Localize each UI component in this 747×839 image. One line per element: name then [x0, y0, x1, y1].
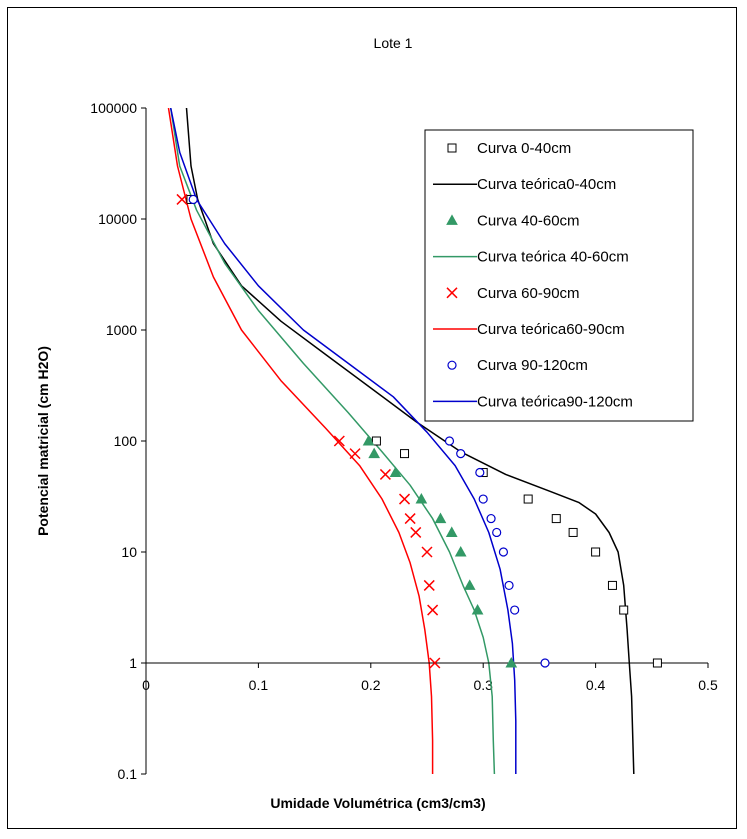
series-points — [176, 193, 662, 669]
data-point — [371, 436, 381, 446]
data-point — [504, 580, 514, 591]
legend-label: Curva teórica60-90cm — [477, 321, 625, 338]
legend: Curva 0-40cm Curva teórica0-40cm Curva 40-… — [424, 129, 694, 422]
data-point — [471, 604, 484, 615]
data-point — [421, 546, 433, 558]
data-point — [510, 605, 520, 615]
data-point — [498, 547, 509, 557]
y-tick-label: 10000 — [98, 211, 137, 227]
data-point — [389, 466, 402, 478]
legend-label: Curva teórica 40-60cm — [477, 249, 629, 266]
data-point — [398, 493, 411, 505]
y-tick-label: 1 — [129, 655, 137, 671]
data-point — [492, 527, 502, 538]
data-point — [188, 194, 198, 205]
data-point — [368, 447, 381, 459]
data-point — [486, 513, 496, 524]
y-tick-label: 100000 — [90, 100, 137, 116]
legend-marker-swatch — [446, 214, 458, 225]
data-point — [652, 658, 662, 668]
data-point — [551, 514, 561, 524]
legend-box — [424, 129, 694, 422]
data-point — [607, 580, 617, 590]
x-tick-label: 0.5 — [698, 677, 718, 693]
legend-marker-swatch — [447, 360, 457, 370]
x-tick-label: 0.2 — [361, 677, 381, 693]
legend-label: Curva 40-60cm — [477, 212, 580, 229]
data-point — [475, 467, 485, 478]
data-point — [349, 448, 361, 460]
data-point — [568, 527, 578, 537]
x-tick-label: 0.3 — [473, 677, 493, 693]
legend-label: Curva teórica90-120cm — [477, 393, 633, 410]
x-tick-label: 0.4 — [586, 677, 606, 693]
data-point — [379, 468, 391, 480]
y-axis-ticks: 0.1 1 10 100 1000 10000 100000 — [90, 100, 146, 782]
data-point — [423, 579, 435, 591]
y-axis-title: Potencial matricial (cm H2O) — [35, 346, 51, 536]
y-tick-label: 100 — [114, 433, 138, 449]
x-axis-title: Umidade Volumétrica (cm3/cm3) — [270, 795, 485, 811]
data-point — [444, 436, 455, 446]
data-point — [445, 526, 458, 537]
data-point — [400, 449, 410, 459]
data-point — [429, 657, 441, 669]
legend-label: Curva 90-120cm — [477, 357, 588, 374]
legend-label: Curva 0-40cm — [477, 140, 571, 157]
series-line — [169, 108, 517, 774]
chart-title: Lote 1 — [374, 35, 413, 51]
y-tick-label: 0.1 — [118, 766, 138, 782]
data-point — [427, 604, 439, 616]
series-line — [167, 108, 434, 774]
y-tick-label: 10 — [121, 544, 137, 560]
data-point — [523, 494, 533, 504]
x-tick-label: 0.1 — [249, 677, 269, 693]
data-point — [540, 658, 550, 668]
data-point — [463, 579, 476, 590]
legend-label: Curva 60-90cm — [477, 285, 580, 302]
data-point — [591, 547, 601, 557]
data-point — [415, 493, 428, 504]
data-point — [333, 435, 345, 447]
data-point — [619, 605, 629, 615]
axes — [145, 108, 708, 774]
data-point — [404, 513, 416, 525]
series-line — [185, 108, 635, 774]
data-point — [478, 494, 488, 504]
data-point — [410, 526, 422, 538]
data-point — [176, 193, 188, 205]
data-point — [454, 545, 467, 557]
data-point — [362, 434, 375, 446]
data-point — [505, 656, 518, 668]
legend-marker-swatch — [447, 143, 457, 153]
legend-marker-swatch — [446, 287, 458, 299]
data-point — [456, 448, 466, 459]
data-point — [434, 512, 447, 524]
legend-label: Curva teórica0-40cm — [477, 176, 616, 193]
y-tick-label: 1000 — [106, 322, 137, 338]
